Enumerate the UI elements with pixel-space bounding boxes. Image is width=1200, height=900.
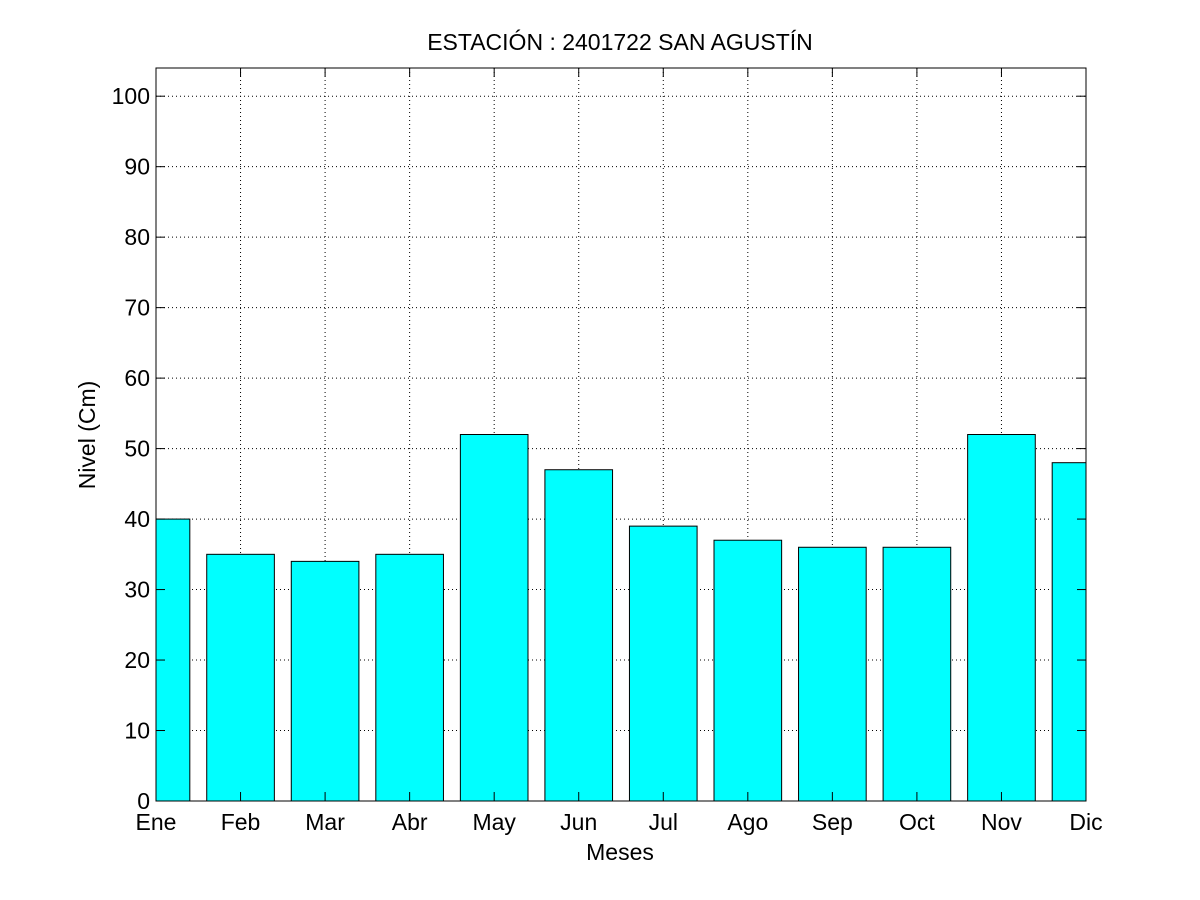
bar-ago (713, 539, 783, 802)
bar-jul (628, 525, 698, 802)
x-tick-label: Jul (649, 809, 678, 835)
x-tick-label: Ago (727, 809, 768, 835)
x-tick-label: Sep (812, 809, 853, 835)
x-axis-label: Meses (586, 839, 654, 865)
bar-mar (290, 560, 360, 802)
axis-ticks (155, 68, 1087, 802)
bar-nov (967, 434, 1036, 802)
bar-oct (882, 546, 952, 802)
y-tick-label: 80 (124, 224, 150, 250)
y-tick-label: 50 (124, 436, 150, 462)
x-tick-label: Abr (392, 809, 428, 835)
bar-dic (1051, 462, 1087, 802)
y-tick-label: 40 (124, 506, 150, 532)
y-axis-label: Nivel (Cm) (74, 381, 100, 490)
y-tick-label: 60 (124, 365, 150, 391)
x-tick-label: May (472, 809, 516, 835)
bars (155, 434, 1087, 802)
y-tick-label: 10 (124, 718, 150, 744)
bar-jun (544, 469, 614, 802)
x-tick-label: Ene (136, 809, 177, 835)
y-tick-labels: 0 10 20 30 40 50 60 70 80 90 100 (112, 83, 150, 814)
y-tick-label: 70 (124, 295, 150, 321)
y-tick-label: 30 (124, 577, 150, 603)
bar-feb (206, 553, 275, 802)
bar-may (459, 434, 529, 802)
x-tick-labels: Ene Feb Mar Abr May Jun Jul Ago Sep Oct Nov Dic (136, 809, 1103, 835)
y-tick-label: 20 (124, 647, 150, 673)
bar-abr (375, 553, 444, 802)
chart-title: ESTACIÓN : 2401722 SAN AGUSTÍN (427, 29, 813, 55)
x-tick-label: Oct (899, 809, 935, 835)
plot-frame (155, 67, 1087, 802)
grid-lines (156, 68, 1086, 801)
x-tick-label: Jun (560, 809, 597, 835)
y-tick-label: 90 (124, 154, 150, 180)
y-tick-label: 0 (137, 788, 150, 814)
y-tick-label: 100 (112, 83, 150, 109)
x-tick-label: Mar (305, 809, 345, 835)
x-tick-label: Dic (1069, 809, 1102, 835)
x-tick-label: Nov (981, 809, 1022, 835)
bar-sep (798, 546, 867, 802)
x-tick-label: Feb (221, 809, 261, 835)
